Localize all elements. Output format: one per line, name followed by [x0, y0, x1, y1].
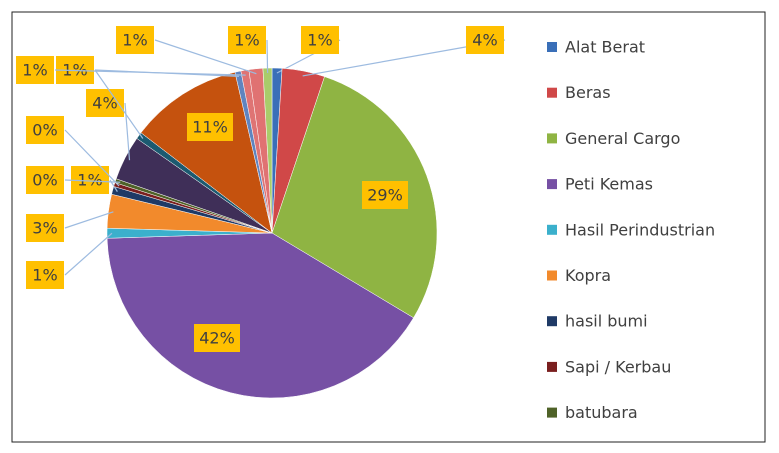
data-label-box — [466, 26, 504, 54]
legend-label: Sapi / Kerbau — [565, 357, 671, 376]
data-label: 1% — [307, 31, 332, 50]
legend-label: Beras — [565, 83, 611, 102]
pie-slice — [140, 71, 273, 234]
data-label: 11% — [192, 118, 228, 137]
data-label: 3% — [32, 219, 57, 238]
data-label: 1% — [77, 171, 102, 190]
leader-line — [64, 179, 121, 183]
legend-label: batubara — [565, 403, 638, 422]
data-label-box — [16, 56, 54, 84]
legend-swatch — [547, 87, 557, 98]
legend-swatch — [547, 133, 557, 144]
legend-label: Peti Kemas — [565, 175, 653, 194]
data-label: 0% — [32, 121, 57, 140]
legend-label: General Cargo — [565, 129, 680, 148]
leader-line — [64, 232, 113, 276]
legend-swatch — [547, 224, 557, 235]
data-label: 0% — [32, 171, 57, 190]
legend-swatch — [547, 316, 557, 327]
data-label-box — [194, 324, 240, 352]
data-label: 1% — [122, 31, 147, 50]
data-label-box — [228, 26, 266, 54]
legend-label: Hasil Perindustrian — [565, 220, 715, 239]
data-label: 1% — [32, 266, 57, 285]
legend-label: hasil bumi — [565, 312, 648, 331]
leader-line — [266, 39, 269, 74]
data-label-box — [362, 181, 408, 209]
leader-line — [54, 69, 246, 76]
pie-slice — [106, 232, 414, 399]
legend-label: Kopra — [565, 266, 611, 285]
data-label: 1% — [234, 31, 259, 50]
data-label-box — [26, 116, 64, 144]
data-label-box — [26, 166, 64, 194]
leader-line — [64, 211, 114, 229]
legend-swatch — [547, 270, 557, 281]
data-label: 4% — [92, 94, 117, 113]
data-label-box — [187, 113, 233, 141]
legend-swatch — [547, 179, 557, 190]
data-label-box — [301, 26, 339, 54]
data-label-box — [116, 26, 154, 54]
leader-line — [64, 129, 120, 187]
legend-swatch — [547, 407, 557, 418]
data-label: 42% — [199, 329, 235, 348]
legend-swatch — [547, 361, 557, 372]
leader-line — [94, 69, 144, 139]
data-label: 1% — [22, 61, 47, 80]
legend-swatch — [547, 42, 557, 52]
legend-label: Alat Berat — [565, 38, 645, 57]
data-label: 29% — [367, 186, 403, 205]
leader-line — [154, 39, 257, 75]
data-label-box — [26, 261, 64, 289]
leader-line — [124, 102, 131, 161]
data-label: 4% — [472, 31, 497, 50]
data-label-box — [26, 214, 64, 242]
